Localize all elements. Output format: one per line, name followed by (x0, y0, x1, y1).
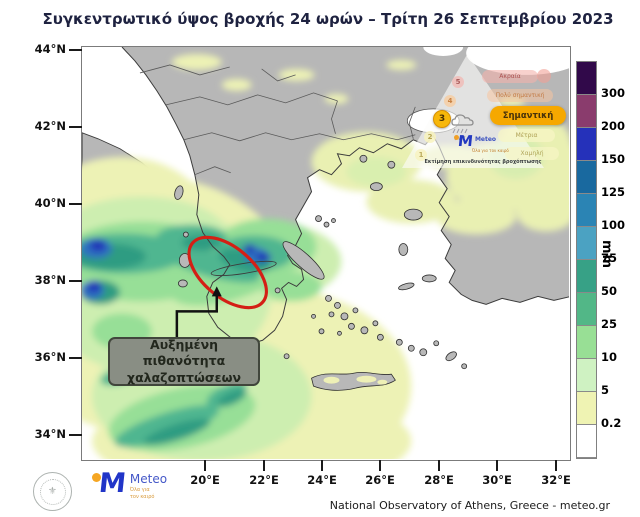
hazard-level-3-circle-active: 3 (433, 110, 451, 128)
meteo-dot-icon (454, 135, 459, 140)
lat-label: 36°N (34, 350, 66, 364)
colorbar-tick-label: 50 (601, 284, 618, 298)
lat-label: 40°N (34, 196, 66, 210)
lat-tick (69, 49, 82, 51)
colorbar-segment (577, 359, 596, 392)
colorbar-tick-label: 300 (601, 86, 626, 100)
colorbar-segment (577, 62, 596, 95)
hazard-level-4-circle: 4 (444, 95, 456, 107)
meteo-m-icon: M (457, 132, 474, 150)
hazard-level-2-circle: 2 (424, 131, 436, 143)
gulf-of-corinth (210, 260, 277, 277)
colorbar-tick-label: 150 (601, 152, 626, 166)
lon-tick (321, 460, 323, 471)
colorbar-segment (577, 161, 596, 194)
lat-tick (69, 434, 82, 436)
hazard-label-moderate: Μέτρια (498, 129, 555, 142)
lon-label: 28°E (424, 473, 454, 487)
meteo-dot-icon (92, 473, 101, 482)
lon-label: 22°E (249, 473, 279, 487)
colorbar-segment (577, 392, 596, 425)
colorbar-tick-label: 125 (601, 185, 626, 199)
colorbar-tick-label: 5 (601, 383, 610, 397)
lon-label: 20°E (190, 473, 220, 487)
annotation-line2: χαλαζοπτώσεων (127, 369, 241, 385)
lon-label: 26°E (365, 473, 395, 487)
lat-tick (69, 280, 82, 282)
colorbar-segment (577, 227, 596, 260)
lat-label: 38°N (34, 273, 66, 287)
lon-label: 30°E (482, 473, 512, 487)
hazard-level-legend: 5 4 3 2 1 Ακραία Πολύ σημαντική Σημαντικ… (388, 48, 580, 176)
colorbar-segment (577, 326, 596, 359)
annotation-arrow (175, 286, 222, 339)
hazard-label-significant-active: Σημαντική (490, 106, 566, 125)
lat-tick (69, 203, 82, 205)
colorbar-tick-label: 100 (601, 218, 626, 232)
colorbar-segment (577, 95, 596, 128)
colorbar-segment (577, 194, 596, 227)
lon-tick (263, 460, 265, 471)
lon-tick (438, 460, 440, 471)
meteo-brand: Meteo (129, 472, 168, 486)
colorbar-segment (577, 260, 596, 293)
meteo-tagline-small: Όλα για τον καιρό (472, 148, 509, 153)
colorbar-segment (577, 425, 596, 458)
lat-label: 44°N (34, 42, 66, 56)
hazard-label-extreme-badge (537, 69, 551, 83)
colorbar-segment (577, 293, 596, 326)
hazard-level-1-circle: 1 (415, 149, 427, 161)
meteo-tagline: Όλα για τον καιρό (129, 487, 155, 500)
colorbar-tick-label: 0.2 (601, 416, 622, 430)
lat-tick (69, 126, 82, 128)
colorbar-tick-label: 75 (601, 251, 618, 265)
hazard-label-low: Χαμηλή (505, 147, 559, 160)
colorbar-tick-label: 200 (601, 119, 626, 133)
country-borders (139, 64, 416, 176)
hazard-label-extreme: Ακραία (482, 70, 538, 83)
lon-tick (379, 460, 381, 471)
rainfall-colorbar (576, 61, 597, 459)
coastlines (121, 47, 569, 345)
evia-island (282, 241, 325, 280)
hazard-level-5-circle: 5 (452, 76, 464, 88)
lat-label: 34°N (34, 427, 66, 441)
meteo-m-icon: M (97, 468, 128, 499)
colorbar-segment (577, 128, 596, 161)
black-sea (466, 47, 569, 75)
meteo-logo-footer: M Meteo Όλα για τον καιρό (92, 468, 168, 500)
lon-label: 32°E (541, 473, 571, 487)
lat-label: 42°N (34, 119, 66, 133)
lon-tick (555, 460, 557, 471)
islands (174, 154, 468, 391)
annotation-line1: Αυξημένη πιθανότητα (142, 337, 226, 369)
crete-rain-patches (323, 375, 388, 385)
lat-tick (69, 357, 82, 359)
hazard-label-very-significant: Πολύ σημαντική (487, 89, 553, 102)
lon-tick (204, 460, 206, 471)
hail-area-ellipse (187, 235, 268, 310)
noa-seal-logo: ⚜ (33, 472, 72, 511)
credit-text: National Observatory of Athens, Greece -… (329, 499, 610, 512)
hazard-legend-caption: Εκτίμηση επικινδυνότητας βροχόπτωσης (424, 159, 542, 165)
lon-tick (496, 460, 498, 471)
meteo-brand-small: Meteo (474, 136, 497, 143)
noa-seal-emblem: ⚜ (39, 478, 66, 505)
lon-label: 24°E (307, 473, 337, 487)
colorbar-tick-label: 10 (601, 350, 618, 364)
hail-annotation-label: Αυξημένη πιθανότητα χαλαζοπτώσεων (108, 337, 260, 386)
map-canvas (82, 47, 569, 459)
colorbar-tick-label: 25 (601, 317, 618, 331)
meteo-logo-small: M Meteo (454, 132, 497, 150)
page-title: Συγκεντρωτικό ύψος βροχής 24 ωρών – Τρίτ… (42, 10, 614, 28)
